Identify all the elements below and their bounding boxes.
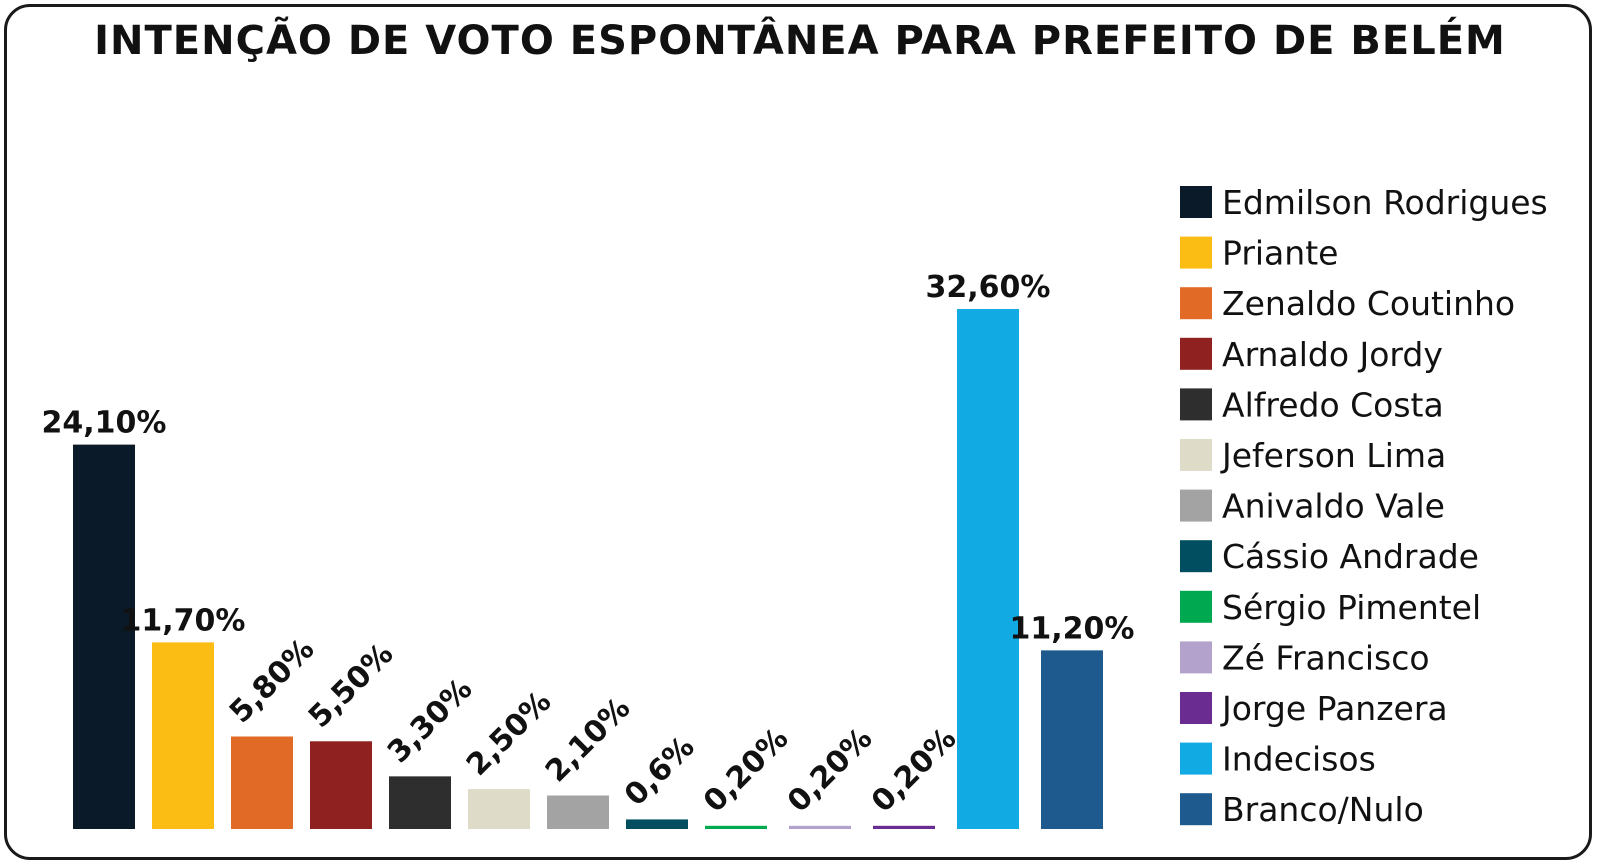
- bar-value-label: 0,6%: [618, 730, 702, 814]
- legend-swatch: [1180, 236, 1212, 269]
- bar-10: [873, 825, 935, 829]
- legend-label: Cássio Andrade: [1222, 537, 1479, 576]
- legend-label: Priante: [1222, 234, 1338, 273]
- legend-swatch: [1180, 489, 1212, 522]
- legend-swatch: [1180, 287, 1212, 320]
- bar-5: [468, 789, 530, 829]
- chart-title: INTENÇÃO DE VOTO ESPONTÂNEA PARA PREFEIT…: [94, 18, 1506, 64]
- bar-9: [789, 825, 851, 829]
- legend-label: Arnaldo Jordy: [1222, 335, 1443, 374]
- legend-swatch: [1180, 793, 1212, 826]
- bar-7: [626, 819, 688, 829]
- bar-value-label: 0,20%: [865, 721, 963, 819]
- legend-swatch: [1180, 186, 1212, 218]
- bar-8: [705, 825, 767, 829]
- legend-label: Zé Francisco: [1222, 638, 1430, 677]
- bar-value-label: 24,10%: [42, 406, 167, 441]
- bar-11: [957, 309, 1019, 829]
- legend-label: Branco/Nulo: [1222, 790, 1424, 829]
- legend-swatch: [1180, 692, 1212, 724]
- legend-label: Sérgio Pimentel: [1222, 588, 1481, 627]
- legend-swatch: [1180, 742, 1212, 775]
- bar-12: [1041, 650, 1103, 829]
- bar-2: [231, 736, 293, 829]
- bar-value-label: 11,20%: [1010, 611, 1135, 646]
- legend-label: Jorge Panzera: [1220, 689, 1448, 728]
- bar-6: [547, 795, 609, 829]
- legend-label: Indecisos: [1222, 740, 1376, 779]
- legend-swatch: [1180, 641, 1212, 674]
- legend-swatch: [1180, 540, 1212, 573]
- bar-value-label: 11,70%: [121, 603, 246, 638]
- legend-label: Edmilson Rodrigues: [1222, 183, 1548, 222]
- bar-value-label: 32,60%: [926, 270, 1051, 305]
- bar-4: [389, 776, 451, 829]
- legend-label: Jeferson Lima: [1220, 436, 1446, 475]
- legend-swatch: [1180, 439, 1212, 471]
- legend-label: Alfredo Costa: [1222, 385, 1444, 424]
- bar-value-label: 0,20%: [697, 721, 795, 819]
- bar-value-label: 0,20%: [781, 721, 879, 819]
- legend-swatch: [1180, 388, 1212, 421]
- legend-swatch: [1180, 590, 1212, 623]
- bar-3: [310, 741, 372, 829]
- legend-swatch: [1180, 337, 1212, 370]
- bar-0: [73, 444, 135, 829]
- legend-label: Zenaldo Coutinho: [1222, 284, 1515, 323]
- bar-1: [152, 642, 214, 829]
- chart-frame: [4, 4, 1592, 860]
- legend-label: Anivaldo Vale: [1222, 487, 1445, 526]
- bar-value-label: 5,50%: [302, 637, 400, 735]
